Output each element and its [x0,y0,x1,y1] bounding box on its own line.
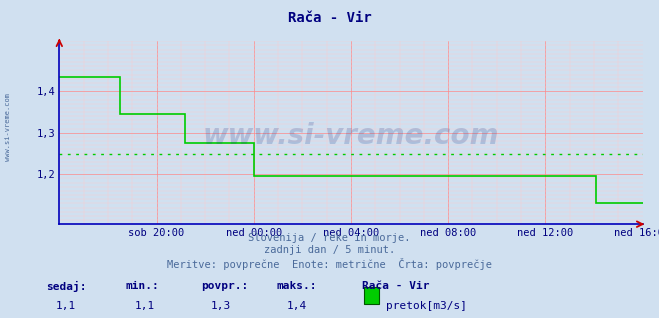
Text: povpr.:: povpr.: [201,281,248,291]
Text: min.:: min.: [125,281,159,291]
Text: 1,1: 1,1 [56,301,76,310]
Text: 1,4: 1,4 [287,301,307,310]
Text: www.si-vreme.com: www.si-vreme.com [5,93,11,161]
Text: Slovenija / reke in morje.: Slovenija / reke in morje. [248,233,411,243]
Text: maks.:: maks.: [277,281,317,291]
Text: zadnji dan / 5 minut.: zadnji dan / 5 minut. [264,245,395,255]
Text: Rača - Vir: Rača - Vir [287,11,372,25]
Text: 1,3: 1,3 [211,301,231,310]
Text: Meritve: povprečne  Enote: metrične  Črta: povprečje: Meritve: povprečne Enote: metrične Črta:… [167,258,492,270]
Text: Rača - Vir: Rača - Vir [362,281,430,291]
Text: 1,1: 1,1 [135,301,156,310]
Text: sedaj:: sedaj: [46,281,86,293]
Text: www.si-vreme.com: www.si-vreme.com [203,122,499,150]
Text: pretok[m3/s]: pretok[m3/s] [386,301,467,310]
